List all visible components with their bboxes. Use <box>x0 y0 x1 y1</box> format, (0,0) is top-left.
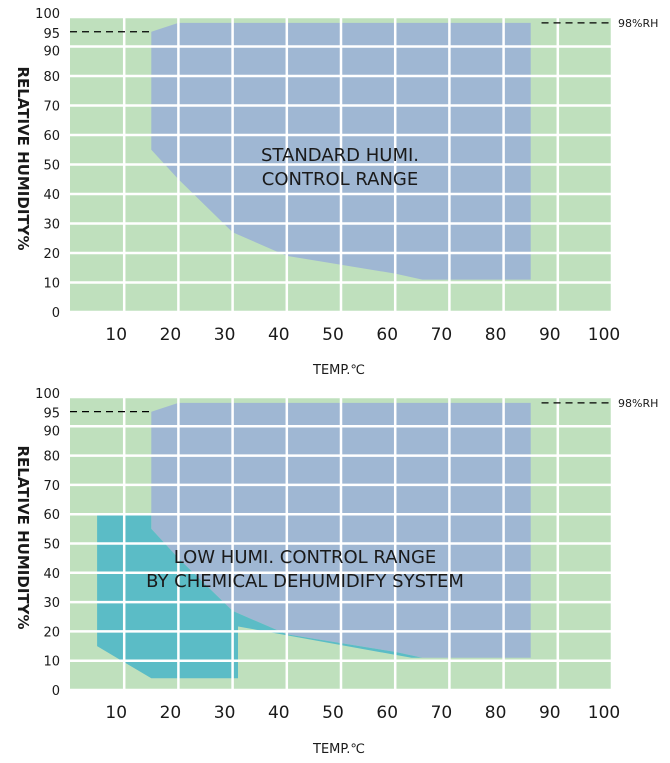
y-tick-label: 40 <box>43 188 60 203</box>
y-tick-label: 90 <box>43 424 60 439</box>
x-tick-label: 80 <box>485 703 507 723</box>
y-tick-label: 10 <box>43 277 60 292</box>
x-tick-label: 20 <box>160 325 182 345</box>
y-tick-label: 70 <box>43 479 60 494</box>
x-tick-label: 50 <box>322 703 344 723</box>
x-axis-title: TEMP.℃ <box>312 363 365 378</box>
x-tick-label: 50 <box>322 325 344 345</box>
x-tick-label: 30 <box>214 703 236 723</box>
y-tick-label: 10 <box>43 655 60 670</box>
y-tick-label: 60 <box>43 129 60 144</box>
y-tick-label: 90 <box>43 45 60 60</box>
y-tick-label: 0 <box>52 306 60 321</box>
region-label-line: BY CHEMICAL DEHUMIDIFY SYSTEM <box>146 571 464 592</box>
y-tick-label: 30 <box>43 218 60 233</box>
reference-line-label: 98%RH <box>618 17 658 30</box>
y-tick-label: 80 <box>43 70 60 85</box>
region-label-line: CONTROL RANGE <box>262 169 419 190</box>
y-tick-label: 100 <box>35 7 60 22</box>
y-tick-label: 95 <box>43 27 60 42</box>
y-tick-label: 20 <box>43 625 60 640</box>
x-tick-label: 10 <box>105 325 127 345</box>
x-tick-label: 20 <box>160 703 182 723</box>
x-tick-label: 40 <box>268 325 290 345</box>
y-tick-label: 20 <box>43 247 60 262</box>
x-tick-label: 70 <box>431 703 453 723</box>
y-tick-label: 50 <box>43 538 60 553</box>
x-tick-label: 80 <box>485 325 507 345</box>
region-label-line: LOW HUMI. CONTROL RANGE <box>174 547 437 568</box>
y-tick-label: 30 <box>43 596 60 611</box>
x-tick-label: 30 <box>214 325 236 345</box>
y-tick-label: 0 <box>52 684 60 699</box>
y-tick-label: 40 <box>43 567 60 582</box>
x-tick-label: 60 <box>376 325 398 345</box>
y-axis-title: RELATIVE HUMIDITY% <box>14 66 32 250</box>
reference-line-label: 98%RH <box>618 397 658 410</box>
y-tick-label: 100 <box>35 387 60 402</box>
x-tick-label: 90 <box>539 325 561 345</box>
x-tick-label: 40 <box>268 703 290 723</box>
y-tick-label: 80 <box>43 450 60 465</box>
x-axis-title: TEMP.℃ <box>312 742 365 757</box>
x-tick-label: 100 <box>588 703 620 723</box>
y-tick-label: 95 <box>43 407 60 422</box>
x-tick-label: 90 <box>539 703 561 723</box>
chart-standard-humidity: 98%RH 0 10 20 30 40 50 60 70 80 90 95 100 10 20 30 40 50 6… <box>14 7 658 378</box>
x-tick-label: 100 <box>588 325 620 345</box>
region-label-line: STANDARD HUMI. <box>261 145 419 166</box>
y-axis-title: RELATIVE HUMIDITY% <box>14 445 32 629</box>
y-tick-label: 70 <box>43 100 60 115</box>
chart-low-humidity: 98%RH 0 10 20 30 40 50 60 70 80 90 95 100 10 20 30 40 50 6… <box>14 387 658 757</box>
x-tick-label: 10 <box>105 703 127 723</box>
x-tick-label: 70 <box>431 325 453 345</box>
y-tick-label: 50 <box>43 159 60 174</box>
x-tick-label: 60 <box>376 703 398 723</box>
y-tick-label: 60 <box>43 508 60 523</box>
